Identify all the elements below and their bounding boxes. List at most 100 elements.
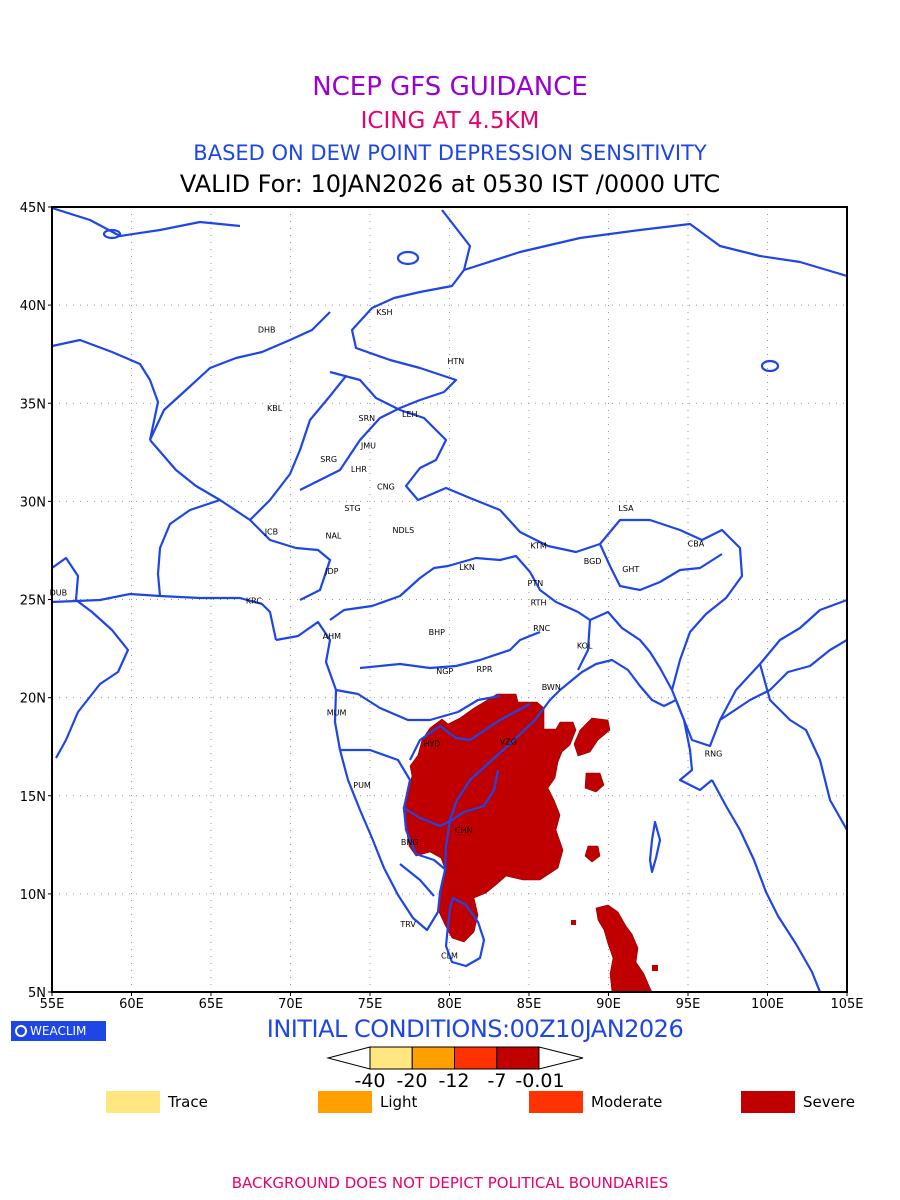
colorbar-label: -20 xyxy=(396,1070,428,1092)
map-basis-line: BASED ON DEW POINT DEPRESSION SENSITIVIT… xyxy=(193,141,707,165)
station-label-bwn: BWN xyxy=(542,683,561,692)
weaclim-logo: WEACLIM xyxy=(11,1021,106,1041)
station-label-nal: NAL xyxy=(325,532,341,541)
station-label-ahm: AHM xyxy=(323,632,341,641)
station-label-rng: RNG xyxy=(705,750,723,759)
y-tick-label: 20N xyxy=(20,692,46,707)
station-label-pum: PUM xyxy=(353,781,371,790)
x-tick-label: 65E xyxy=(199,997,224,1012)
station-label-lsa: LSA xyxy=(618,504,634,513)
x-tick-label: 105E xyxy=(830,997,863,1012)
x-tick-label: 60E xyxy=(119,997,144,1012)
colorbar-segment xyxy=(454,1046,498,1070)
station-label-bhp: BHP xyxy=(429,628,446,637)
legend-swatch xyxy=(741,1091,795,1113)
station-label-ngp: NGP xyxy=(436,667,453,676)
station-label-ndls: NDLS xyxy=(393,526,415,535)
coastlines-and-boundaries xyxy=(52,207,847,992)
station-label-chn: CHN xyxy=(455,826,473,835)
valid-time: VALID For: 10JAN2026 at 0530 IST /0000 U… xyxy=(179,170,721,198)
color-scale-bar xyxy=(326,1046,584,1070)
map-title: NCEP GFS GUIDANCE xyxy=(312,72,588,102)
legend-swatch xyxy=(529,1091,583,1113)
y-tick-label: 5N xyxy=(28,986,46,1001)
station-label-kol: KOL xyxy=(577,642,593,651)
station-label-ptn: PTN xyxy=(528,579,544,588)
station-label-stg: STG xyxy=(344,504,360,513)
logo-text: WEACLIM xyxy=(30,1024,87,1038)
legend-label: Moderate xyxy=(591,1093,663,1111)
legend-label: Light xyxy=(380,1093,418,1111)
station-label-hyd: HYD xyxy=(423,740,440,749)
graticule xyxy=(52,207,847,992)
station-label-lkn: LKN xyxy=(459,563,475,572)
station-label-jdp: JDP xyxy=(324,567,339,576)
icing-region-islet xyxy=(652,965,658,971)
colorbar-segment xyxy=(369,1046,413,1070)
y-tick-label: 40N xyxy=(20,299,46,314)
colorbar-label: -40 xyxy=(354,1070,386,1092)
icing-region-bay-small xyxy=(584,845,601,863)
x-tick-label: 80E xyxy=(437,997,462,1012)
station-label-ght: GHT xyxy=(622,565,639,574)
x-tick-label: 85E xyxy=(517,997,542,1012)
y-tick-label: 35N xyxy=(20,397,46,412)
station-label-vzg: VZG xyxy=(500,738,517,747)
station-label-srn: SRN xyxy=(359,414,376,423)
icing-region-islet xyxy=(571,920,576,925)
station-label-kbl: KBL xyxy=(267,404,283,413)
station-label-jmu: JMU xyxy=(360,441,376,450)
colorbar-right-arrow xyxy=(538,1046,584,1070)
station-label-jcb: JCB xyxy=(264,528,278,537)
legend-swatch xyxy=(318,1091,372,1113)
x-tick-label: 70E xyxy=(278,997,303,1012)
x-tick-label: 95E xyxy=(676,997,701,1012)
station-label-rpr: RPR xyxy=(477,665,493,674)
logo-circle-icon xyxy=(15,1025,27,1037)
station-label-dhb: DHB xyxy=(258,326,276,335)
station-label-krc: KRC xyxy=(246,596,262,605)
y-tick-label: 10N xyxy=(20,888,46,903)
station-label-rnc: RNC xyxy=(533,624,551,633)
station-label-htn: HTN xyxy=(447,357,464,366)
station-label-srg: SRG xyxy=(320,455,337,464)
colorbar-label: -7 xyxy=(487,1070,507,1092)
y-tick-label: 45N xyxy=(20,201,46,216)
x-tick-label: 90E xyxy=(596,997,621,1012)
colorbar-segment xyxy=(496,1046,540,1070)
x-tick-label: 75E xyxy=(358,997,383,1012)
axis-ticks: 55E 60E 65E 70E 75E 80E 85E 90E 95E 100E 105E 45N 40… xyxy=(20,201,864,1012)
severe-icing-area xyxy=(402,693,658,992)
station-label-cba: CBA xyxy=(688,540,705,549)
station-label-trv: TRV xyxy=(399,920,416,929)
station-label-bgd: BGD xyxy=(584,557,602,566)
colorbar-label: -0.01 xyxy=(515,1070,565,1092)
y-tick-label: 30N xyxy=(20,495,46,510)
icing-region-eastern-cell xyxy=(573,717,611,757)
colorbar-label: -12 xyxy=(438,1070,470,1092)
legend-swatch xyxy=(106,1091,160,1113)
station-label-clm: CLM xyxy=(441,952,458,961)
legend-label: Trace xyxy=(168,1093,208,1111)
icing-region-peninsula xyxy=(402,693,577,943)
legend-label: Severe xyxy=(803,1093,855,1111)
icing-region-bay-cell xyxy=(584,772,605,793)
colorbar-segment xyxy=(411,1046,455,1070)
initial-conditions: INITIAL CONDITIONS:00Z10JAN2026 xyxy=(266,1015,684,1043)
station-labels: KSH DHB HTN KBL SRN LEH JMU SRG LHR CNG STG LSA JCB N… xyxy=(50,308,723,961)
colorbar-left-arrow xyxy=(326,1046,371,1070)
y-tick-label: 15N xyxy=(20,790,46,805)
station-label-mum: MUM xyxy=(327,708,347,717)
x-tick-label: 100E xyxy=(751,997,784,1012)
y-tick-label: 25N xyxy=(20,594,46,609)
station-label-leh: LEH xyxy=(402,410,418,419)
map-subtitle: ICING AT 4.5KM xyxy=(360,108,540,134)
station-label-ktm: KTM xyxy=(530,541,547,550)
station-label-lhr: LHR xyxy=(351,465,367,474)
x-tick-label: 55E xyxy=(40,997,65,1012)
icing-region-andaman xyxy=(595,904,653,992)
colorbar-labels: -40 -20 -12 -7 -0.01 xyxy=(330,1070,590,1092)
station-label-cng: CNG xyxy=(377,483,395,492)
station-label-dub: DUB xyxy=(50,589,68,598)
